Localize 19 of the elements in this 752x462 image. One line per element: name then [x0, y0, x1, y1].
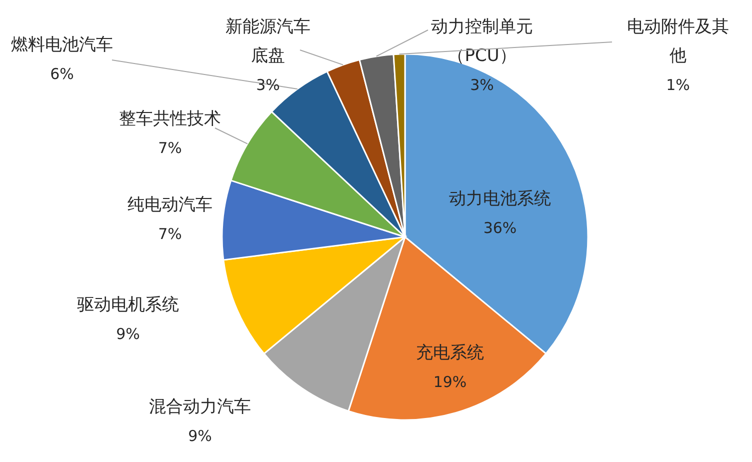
data-label: 3% [256, 76, 280, 94]
data-label: 19% [433, 373, 467, 391]
data-label: 9% [188, 427, 212, 445]
slice-label: 混合动力汽车 [149, 397, 251, 417]
data-label: 7% [158, 225, 182, 243]
data-label: 3% [470, 76, 494, 94]
data-label: 6% [50, 65, 74, 83]
slice-label: 燃料电池汽车 [11, 35, 113, 55]
data-label: 36% [483, 219, 517, 237]
slice-label: 纯电动汽车 [128, 195, 212, 215]
slice-label: 动力电池系统 [449, 189, 551, 209]
slice-label: 充电系统 [416, 343, 484, 363]
slice-label: 整车共性技术 [119, 109, 221, 129]
data-label: 7% [158, 139, 182, 157]
slice-label: 驱动电机系统 [77, 295, 179, 315]
data-label: 9% [116, 325, 140, 343]
data-label: 1% [666, 76, 690, 94]
slice-label: 电动附件及其他 [627, 17, 729, 66]
slice-label: 新能源汽车底盘 [226, 17, 310, 66]
